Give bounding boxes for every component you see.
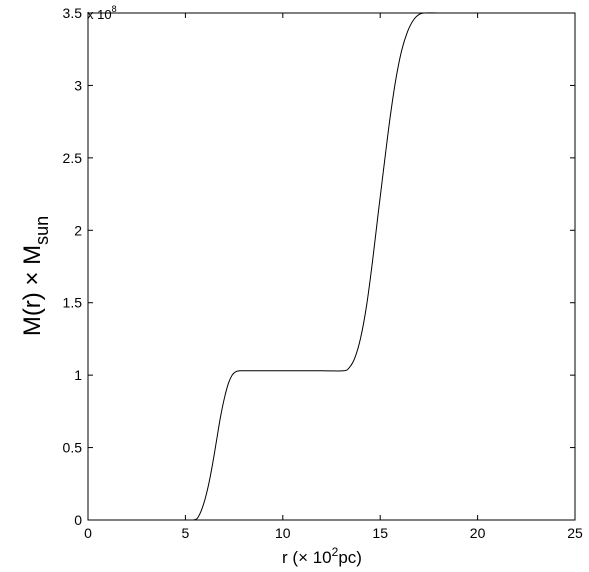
y-multiplier-base: x 10 — [87, 7, 112, 22]
y-tick-label: 0 — [74, 512, 82, 528]
x-axis-label-main: r (× 10 — [282, 548, 332, 567]
x-axis-label: r (× 102pc) — [282, 545, 362, 567]
y-tick-label: 0.5 — [63, 440, 83, 456]
x-tick-label: 10 — [275, 525, 291, 541]
y-axis-label-main: M(r) × M — [19, 245, 46, 336]
y-tick-label: 1 — [74, 367, 82, 383]
x-axis-label-sup: 2 — [332, 545, 339, 559]
y-tick-label: 3 — [74, 77, 82, 93]
ticks — [87, 12, 576, 521]
plot-frame — [87, 12, 576, 521]
y-multiplier: x 108 — [87, 4, 117, 22]
y-tick-label: 2.5 — [63, 150, 83, 166]
y-axis-label: M(r) × Msun — [19, 216, 52, 336]
y-axis-label-sub: sun — [32, 216, 52, 245]
x-tick-label: 25 — [567, 525, 583, 541]
y-multiplier-exp: 8 — [112, 4, 117, 14]
series-line — [193, 12, 542, 521]
tick-labels: 0 5 10 15 20 25 0 0.5 1 1.5 2 2.5 3 3.5 — [63, 5, 583, 541]
y-tick-label: 3.5 — [63, 5, 83, 21]
x-axis-label-tail: pc) — [338, 548, 362, 567]
y-tick-label: 1.5 — [63, 295, 83, 311]
x-tick-label: 5 — [182, 525, 190, 541]
y-tick-label: 2 — [74, 222, 82, 238]
x-tick-label: 15 — [372, 525, 388, 541]
x-tick-label: 20 — [470, 525, 486, 541]
x-tick-label: 0 — [84, 525, 92, 541]
